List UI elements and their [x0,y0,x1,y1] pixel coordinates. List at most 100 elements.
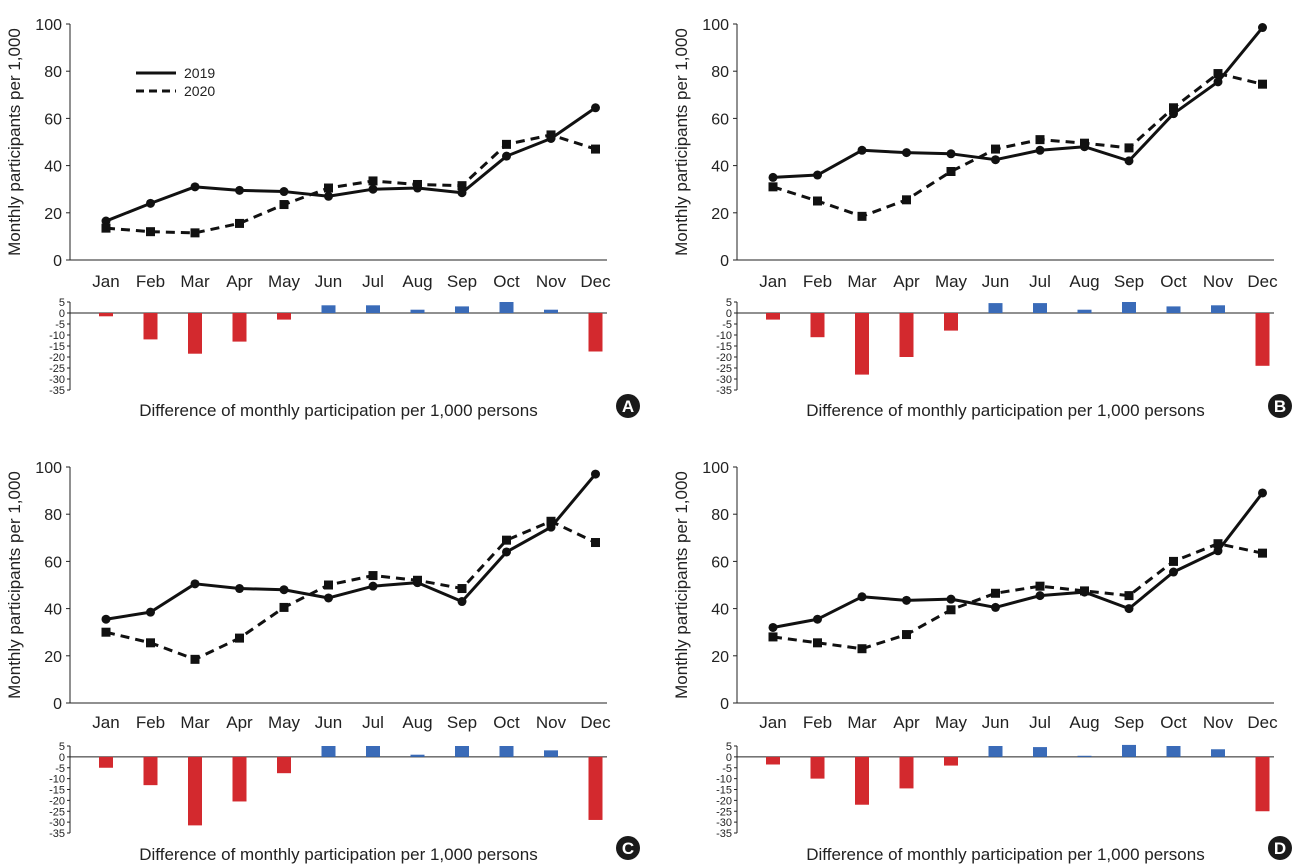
data-point-2019 [1035,591,1045,601]
diff-y-tick-label: -35 [716,828,732,840]
diff-bar [143,756,158,786]
data-point-2020 [591,144,600,154]
data-point-2020 [1213,539,1223,549]
diff-y-tick-label: -30 [49,817,65,829]
diff-y-tick-label: 0 [59,308,65,320]
data-point-2020 [279,200,289,210]
series-line-2020 [105,519,597,661]
diff-y-tick-label: -5 [55,763,65,775]
diff-y-tick-label: -5 [722,763,732,775]
x-tick-label: Aug [402,713,432,732]
y-tick-label: 80 [44,64,62,81]
data-point-2020 [368,176,378,186]
diff-y-tick-label: -20 [49,352,65,364]
diff-bar [455,306,469,313]
x-tick-label: Nov [536,272,567,291]
data-point-2020 [146,227,155,237]
data-point-2019 [235,584,244,594]
data-point-2019 [857,592,867,602]
panel-letter: A [622,397,634,416]
y-tick-label: 60 [44,111,62,128]
data-point-2020 [1169,556,1178,566]
x-tick-label: Mar [847,272,877,291]
diff-y-tick-label: -15 [716,341,732,353]
diff-bar [499,746,514,757]
data-point-2019 [813,170,822,180]
data-point-2019 [1035,145,1045,155]
data-point-2019 [146,198,155,208]
y-tick-label: 100 [702,17,729,34]
diff-y-tick-label: -20 [716,795,732,807]
y-tick-label: 100 [35,17,62,34]
data-point-2019 [1124,156,1134,166]
data-point-2019 [946,594,956,604]
y-tick-label: 40 [711,602,729,619]
diff-bar [1211,749,1225,757]
data-point-2019 [101,216,111,226]
data-point-2019 [279,585,289,595]
x-tick-label: Sep [1114,713,1144,732]
y-tick-label: 40 [711,159,729,176]
diff-y-tick-label: -10 [49,774,65,786]
diff-bar [1211,305,1225,313]
data-point-2019 [902,595,911,605]
y-tick-label: 100 [35,460,62,477]
series-line-2020 [772,542,1263,651]
data-point-2019 [1213,546,1223,556]
data-point-2020 [235,633,244,643]
x-tick-label: Jun [315,272,342,291]
data-point-2019 [190,579,200,589]
diff-bar [988,303,1003,313]
x-tick-label: Sep [447,713,477,732]
x-tick-label: Oct [1160,272,1187,291]
y-tick-label: 0 [720,696,729,713]
diff-y-tick-label: -10 [716,774,732,786]
data-point-2019 [324,191,333,201]
y-tick-label: 20 [711,649,729,666]
data-point-2019 [813,614,822,624]
diff-bar [899,313,914,357]
panel-a: 0 20 40 60 80 100 Monthly participants per 1,0… [5,17,640,420]
diff-axis-label: Difference of monthly participation per … [806,845,1204,864]
diff-y-tick-label: -35 [49,828,65,840]
data-point-2019 [1258,488,1267,498]
data-point-2019 [946,149,956,159]
series-line-2020 [105,133,596,235]
data-point-2020 [324,580,333,590]
data-point-2020 [1258,548,1267,558]
x-tick-label: Jan [759,272,786,291]
diff-bar [99,756,113,768]
x-tick-label: Aug [402,272,432,291]
diff-bar [1077,755,1092,757]
data-point-2019 [991,155,1000,165]
series-line-2019 [105,106,597,223]
data-point-2020 [902,195,911,205]
x-tick-label: Aug [1069,713,1099,732]
diff-bar [366,746,380,757]
series-line-2019 [772,26,1264,179]
diff-bar [321,305,336,313]
x-tick-label: Apr [893,713,920,732]
diff-bar [1077,309,1092,313]
diff-bar [544,309,558,313]
x-tick-label: Apr [226,713,253,732]
panel-letter-badge [1268,836,1292,860]
x-tick-label: Sep [1114,272,1144,291]
data-point-2020 [813,196,822,206]
panel-c: 0 20 40 60 80 100 Monthly participants per 1,0… [5,460,640,864]
y-tick-label: 20 [44,206,62,223]
diff-bar [988,746,1003,757]
x-tick-label: Dec [1247,713,1278,732]
diff-bar [410,754,425,757]
diff-bar [1033,747,1047,757]
data-point-2020 [1080,586,1089,596]
data-point-2020 [1258,79,1267,89]
diff-bar [277,313,291,320]
diff-bar [855,756,869,805]
data-point-2019 [1169,567,1178,577]
data-point-2020 [946,605,956,615]
x-tick-label: Jul [1029,272,1051,291]
x-tick-label: Jun [315,713,342,732]
diff-axis-label: Difference of monthly participation per … [139,401,537,420]
diff-y-tick-label: -25 [716,806,732,818]
